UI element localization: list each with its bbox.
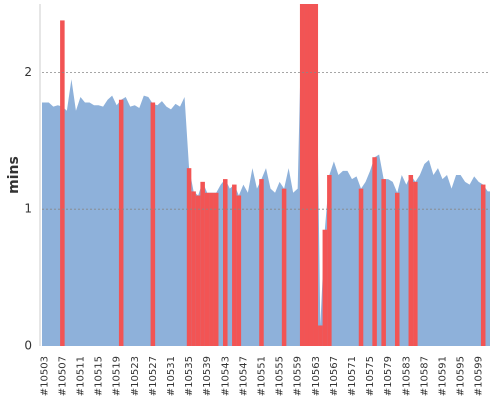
x-tick-label: #10599 xyxy=(474,356,485,396)
bar xyxy=(118,99,124,346)
bar xyxy=(394,192,400,346)
x-tick-label: #10559 xyxy=(293,356,304,396)
y-tick-label: 0 xyxy=(24,339,32,353)
x-tick-label: #10515 xyxy=(94,356,105,396)
bar xyxy=(150,102,156,346)
bar xyxy=(358,188,364,346)
x-tick-label: #10571 xyxy=(347,356,358,396)
bar xyxy=(313,4,319,346)
x-tick-label: #10527 xyxy=(148,356,159,396)
bar xyxy=(60,20,65,346)
bar xyxy=(408,175,414,346)
bar xyxy=(308,4,314,346)
y-axis-label: mins xyxy=(6,156,22,194)
y-tick-label: 1 xyxy=(24,202,32,216)
x-tick-label: #10551 xyxy=(256,356,267,396)
area xyxy=(42,4,490,346)
bar xyxy=(299,4,305,346)
bar xyxy=(213,192,219,346)
x-tick-label: #10519 xyxy=(112,356,123,396)
bar xyxy=(236,195,242,346)
bar xyxy=(191,191,196,346)
y-tick-label: 2 xyxy=(24,65,32,79)
bar xyxy=(186,168,192,346)
bar xyxy=(480,184,486,346)
x-tick-label: #10511 xyxy=(75,356,86,396)
x-tick-label: #10595 xyxy=(456,356,467,396)
x-tick-label: #10555 xyxy=(275,356,286,396)
x-tick-label: #10567 xyxy=(329,356,340,396)
x-tick-label: #10503 xyxy=(39,356,50,396)
x-tick-label: #10531 xyxy=(166,356,177,396)
x-tick-label: #10587 xyxy=(419,356,430,396)
x-tick-label: #10507 xyxy=(57,356,68,396)
bar xyxy=(281,188,287,346)
x-tick-label: #10547 xyxy=(238,356,249,396)
bar xyxy=(204,192,210,346)
x-tick-label: #10579 xyxy=(383,356,394,396)
x-tick-label: #10591 xyxy=(437,356,448,396)
bar xyxy=(223,179,228,346)
bar xyxy=(200,181,205,346)
bar xyxy=(381,179,386,346)
x-tick-label: #10535 xyxy=(184,356,195,396)
x-tick-label: #10539 xyxy=(202,356,213,396)
bar xyxy=(259,179,264,346)
bar xyxy=(372,157,377,346)
x-tick-label: #10523 xyxy=(130,356,141,396)
x-tick-label: #10575 xyxy=(365,356,376,396)
bar xyxy=(413,181,418,346)
plot-area xyxy=(42,4,490,346)
bar xyxy=(195,195,201,346)
bar xyxy=(232,184,237,346)
bar xyxy=(322,229,328,346)
bar xyxy=(327,175,332,346)
x-tick-label: #10563 xyxy=(311,356,322,396)
bar xyxy=(209,192,214,346)
x-tick-label: #10583 xyxy=(401,356,412,396)
bar xyxy=(318,325,323,346)
x-tick-label: #10543 xyxy=(220,356,231,396)
bar xyxy=(304,4,309,346)
